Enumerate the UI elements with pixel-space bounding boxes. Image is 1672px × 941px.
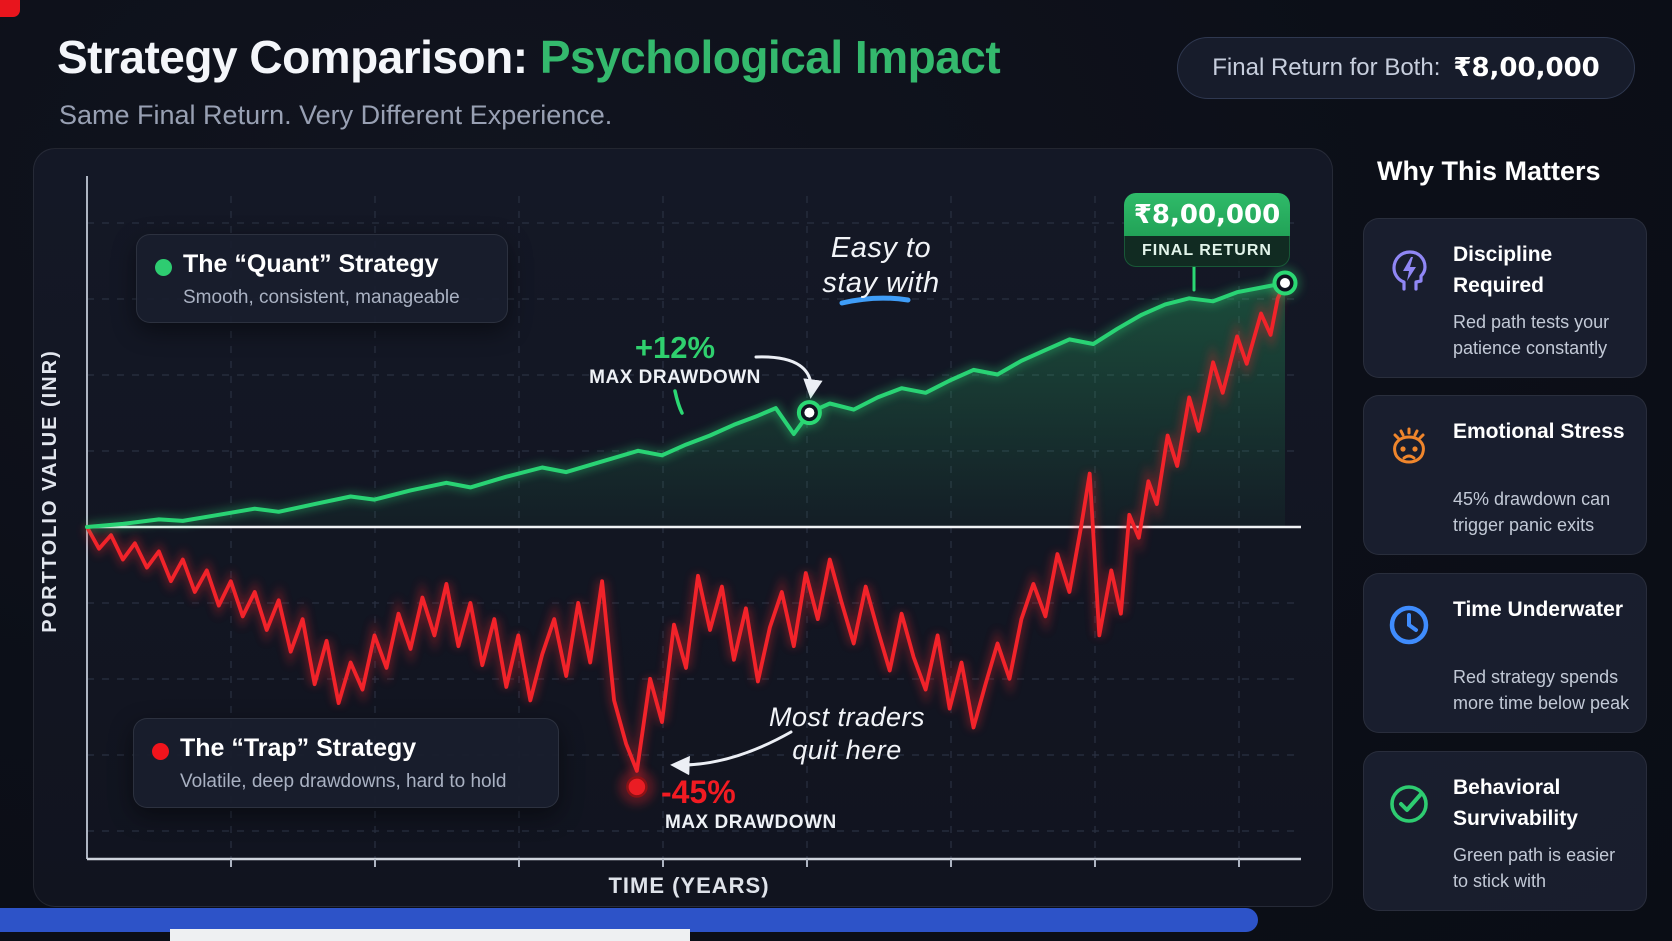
trap-dot-icon: [152, 743, 169, 760]
final-return-pill: Final Return for Both: ₹8,00,000: [1177, 37, 1635, 99]
page-title-accent: Psychological Impact: [539, 31, 1001, 83]
final-return-badge: ₹8,00,000 FINAL RETURN: [1124, 193, 1290, 267]
corner-red-mark: [0, 0, 20, 17]
page-title: Strategy Comparison: Psychological Impac…: [57, 30, 1001, 84]
sidebar-heading: Why This Matters: [1377, 156, 1601, 186]
chart-panel: PORTTOLIO VALUE (INR) TIME (YEARS) The “…: [33, 148, 1333, 907]
final-return-badge-value: ₹8,00,000: [1124, 193, 1290, 236]
final-return-badge-label: FINAL RETURN: [1124, 236, 1290, 267]
page-subtitle: Same Final Return. Very Different Experi…: [59, 100, 613, 130]
sidebar-card-title: Time Underwater: [1453, 598, 1623, 621]
sidebar-card-desc: Green path is easier to stick with: [1453, 845, 1616, 891]
legend-quant-card: The “Quant” Strategy Smooth, consistent,…: [136, 234, 508, 323]
legend-quant-subtitle: Smooth, consistent, manageable: [183, 287, 460, 308]
stressed-face-icon: [1384, 422, 1434, 472]
sidebar-card-title: Emotional Stress: [1453, 420, 1625, 443]
sidebar-card-desc: 45% drawdown can trigger panic exits: [1453, 489, 1611, 535]
legend-quant-title: The “Quant” Strategy: [183, 250, 439, 278]
sidebar-card-discipline: Discipline Required Red path tests your …: [1363, 218, 1647, 378]
footer-white-bar: [170, 929, 690, 941]
clock-icon: [1384, 600, 1434, 650]
sidebar-card-behavioral-survivability: Behavioral Survivability Green path is e…: [1363, 751, 1647, 911]
legend-trap-title: The “Trap” Strategy: [180, 734, 417, 762]
quant-dot-icon: [155, 259, 172, 276]
sidebar-card-title: Behavioral Survivability: [1453, 776, 1578, 830]
sidebar-card-emotional-stress: Emotional Stress 45% drawdown can trigge…: [1363, 395, 1647, 555]
sidebar-card-desc: Red path tests your patience constantly: [1453, 312, 1610, 358]
sidebar-card-time-underwater: Time Underwater Red strategy spends more…: [1363, 573, 1647, 733]
check-circle-icon: [1384, 778, 1434, 828]
head-lightning-icon: [1384, 245, 1434, 295]
chart-svg: [83, 176, 1301, 867]
legend-trap-card: The “Trap” Strategy Volatile, deep drawd…: [133, 718, 559, 808]
sidebar-card-desc: Red strategy spends more time below peak: [1453, 667, 1630, 713]
sidebar-card-title: Discipline Required: [1453, 243, 1553, 297]
final-return-pill-value: ₹8,00,000: [1453, 53, 1600, 83]
x-axis-label: TIME (YEARS): [608, 873, 770, 898]
footer-blue-bar: [0, 908, 1258, 932]
page-title-main: Strategy Comparison:: [57, 31, 528, 83]
final-return-pill-label: Final Return for Both:: [1212, 54, 1441, 81]
legend-trap-subtitle: Volatile, deep drawdowns, hard to hold: [180, 771, 507, 792]
